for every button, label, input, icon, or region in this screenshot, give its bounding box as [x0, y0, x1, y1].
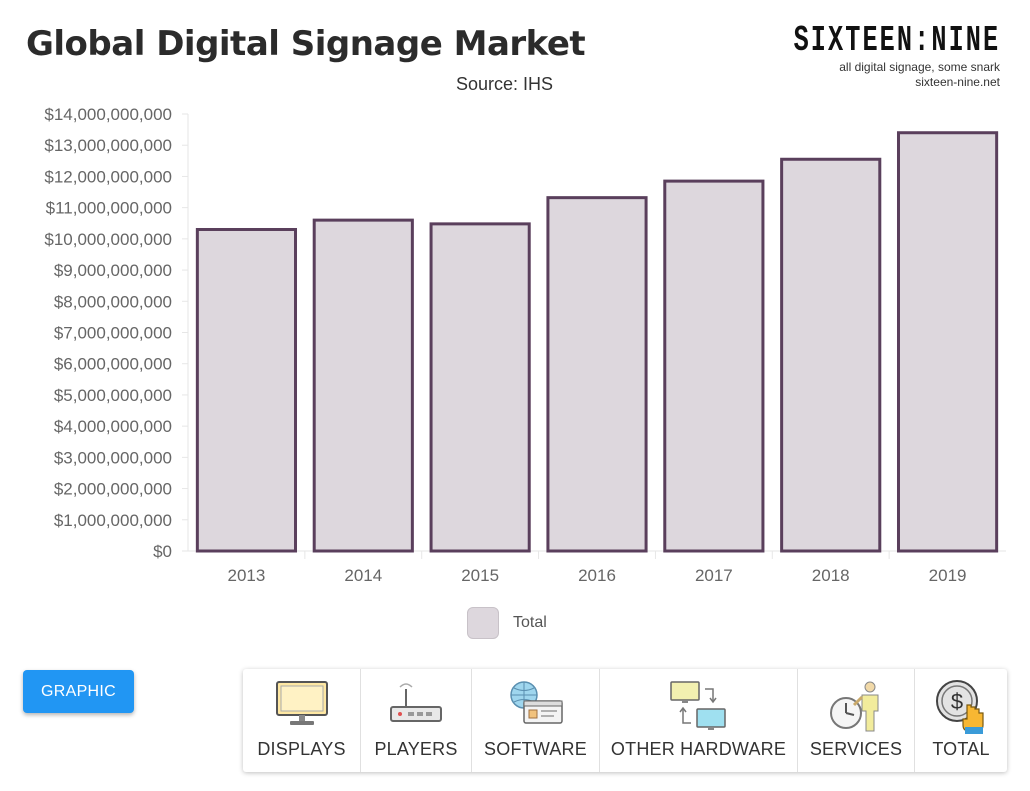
y-tick-label: $5,000,000,000: [54, 386, 172, 405]
y-tick-label: $7,000,000,000: [54, 324, 172, 343]
bar[interactable]: [780, 157, 882, 553]
tab-label-total: TOTAL: [932, 739, 990, 759]
chart-subtitle: Source: IHS: [456, 74, 554, 94]
y-tick-label: $3,000,000,000: [54, 448, 172, 467]
y-tick-label: $1,000,000,000: [54, 511, 172, 530]
tab-label-software: SOFTWARE: [484, 739, 587, 759]
bar-chart: $0 $1,000,000,000 $2,000,000,000 $3,000,000…: [44, 105, 1006, 585]
x-tick-label: 2017: [695, 566, 733, 585]
tab-label-displays: DISPLAYS: [257, 739, 346, 759]
brand-logo: SIXTEEN:NINE: [793, 20, 1000, 61]
legend-label: Total: [513, 614, 547, 631]
graphic-button[interactable]: GRAPHIC: [23, 670, 134, 713]
tab-total[interactable]: $ TOTAL: [915, 669, 1007, 772]
bar[interactable]: [546, 196, 648, 553]
y-tick-label: $10,000,000,000: [44, 230, 172, 249]
tab-services[interactable]: SERVICES: [798, 669, 915, 772]
y-tick-label: $4,000,000,000: [54, 417, 172, 436]
bar[interactable]: [429, 222, 531, 553]
tab-other-hardware[interactable]: OTHER HARDWARE: [600, 669, 798, 772]
tab-label-services: SERVICES: [809, 739, 903, 759]
tab-label-players: PLAYERS: [374, 739, 458, 759]
bar[interactable]: [663, 179, 765, 553]
brand-logo-block[interactable]: SIXTEEN:NINE all digital signage, some s…: [705, 22, 1000, 90]
chart-title: Global Digital Signage Market: [26, 24, 586, 64]
y-tick-label: $0: [153, 542, 172, 561]
svg-text:$: $: [951, 689, 963, 714]
y-tick-label: $9,000,000,000: [54, 261, 172, 280]
brand-tagline: all digital signage, some snark: [839, 60, 1000, 74]
x-tick-label: 2015: [461, 566, 499, 585]
globe-window-icon: [509, 681, 563, 724]
category-tabs: DISPLAYS PLAYERS SOFTWARE: [243, 669, 1007, 772]
x-tick-label: 2018: [812, 566, 850, 585]
y-tick-label: $6,000,000,000: [54, 355, 172, 374]
x-tick-label: 2019: [929, 566, 967, 585]
y-tick-label: $12,000,000,000: [44, 167, 172, 186]
x-tick-label: 2014: [344, 566, 382, 585]
tab-players[interactable]: PLAYERS: [361, 669, 472, 772]
y-tick-label: $13,000,000,000: [44, 136, 172, 155]
devices-sync-icon: [669, 681, 726, 730]
brand-url: sixteen-nine.net: [915, 75, 1000, 89]
y-tick-label: $11,000,000,000: [46, 199, 172, 218]
x-tick-label: 2013: [228, 566, 266, 585]
y-tick-label: $2,000,000,000: [54, 480, 172, 499]
bar[interactable]: [312, 218, 414, 553]
tab-label-other-hardware: OTHER HARDWARE: [610, 739, 787, 759]
monitor-icon: [275, 681, 328, 725]
person-clock-icon: [830, 681, 879, 732]
tab-displays[interactable]: DISPLAYS: [243, 669, 361, 772]
x-tick-label: 2016: [578, 566, 616, 585]
legend-item-total[interactable]: Total: [467, 607, 547, 639]
bar[interactable]: [195, 227, 298, 553]
dollar-coin-hand-icon: $: [936, 680, 984, 734]
y-tick-label: $8,000,000,000: [54, 292, 172, 311]
router-icon: [390, 683, 442, 722]
y-tick-label: $14,000,000,000: [44, 105, 172, 124]
tab-software[interactable]: SOFTWARE: [472, 669, 600, 772]
bar[interactable]: [896, 131, 999, 553]
legend-swatch: [467, 607, 499, 639]
